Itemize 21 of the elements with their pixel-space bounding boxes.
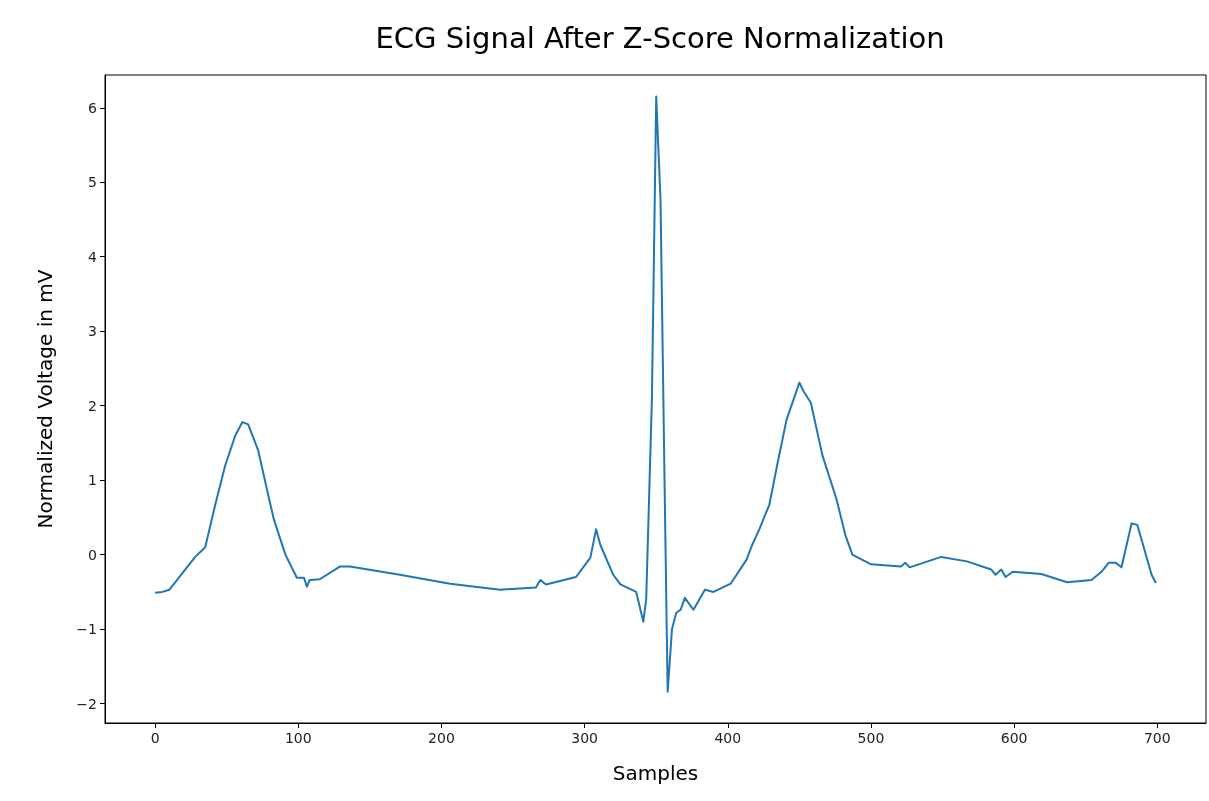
y-axis-title: Normalized Voltage in mV [33, 269, 57, 529]
x-tick-label: 200 [428, 730, 455, 746]
x-tick-label: 700 [1143, 730, 1171, 746]
y-tick-label: −1 [76, 621, 97, 638]
x-tick-label: 600 [1000, 730, 1028, 746]
x-tick-label: 300 [571, 730, 598, 746]
x-tick-label: 0 [150, 730, 160, 746]
line-series [154, 95, 1157, 693]
y-tick-label: 2 [88, 397, 97, 414]
y-tick-label: 1 [88, 472, 97, 489]
x-tick-label: 500 [857, 730, 885, 746]
x-axis-title: Samples [612, 761, 699, 785]
y-tick-label: 5 [88, 174, 97, 191]
y-tick-label: 4 [88, 248, 98, 265]
x-tick-label: 100 [284, 730, 312, 746]
x-tick-label: 400 [714, 730, 742, 746]
chart-title: ECG Signal After Z-Score Normalization [375, 20, 945, 55]
y-tick-label: 3 [88, 323, 97, 340]
y-tick-label: 0 [88, 546, 97, 563]
y-tick-label: 6 [88, 99, 98, 116]
y-tick-label: −2 [76, 695, 97, 712]
